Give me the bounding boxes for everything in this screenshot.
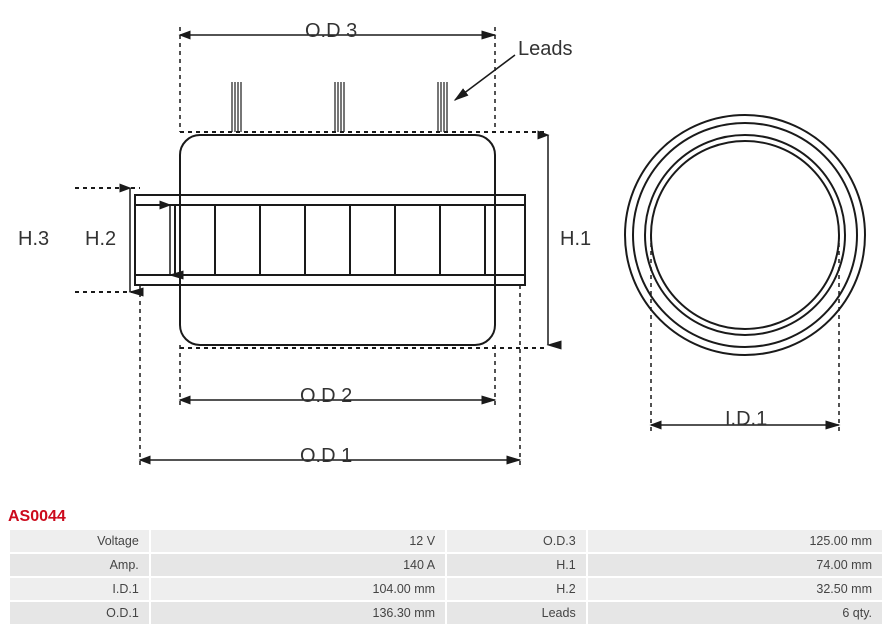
spec-value: 6 qty. bbox=[588, 602, 882, 624]
spec-row: Amp.140 AH.174.00 mm bbox=[10, 554, 882, 576]
part-code: AS0044 bbox=[8, 508, 66, 526]
spec-value: 32.50 mm bbox=[588, 578, 882, 600]
spec-value: 104.00 mm bbox=[151, 578, 445, 600]
front-view bbox=[75, 82, 548, 348]
spec-value: 74.00 mm bbox=[588, 554, 882, 576]
label-od1: O.D 1 bbox=[300, 445, 352, 468]
spec-key: O.D.3 bbox=[447, 530, 586, 552]
spec-key: O.D.1 bbox=[10, 602, 149, 624]
spec-key: Voltage bbox=[10, 530, 149, 552]
spec-value: 12 V bbox=[151, 530, 445, 552]
spec-row: Voltage12 VO.D.3125.00 mm bbox=[10, 530, 882, 552]
spec-row: I.D.1104.00 mmH.232.50 mm bbox=[10, 578, 882, 600]
spec-key: I.D.1 bbox=[10, 578, 149, 600]
spec-value: 140 A bbox=[151, 554, 445, 576]
label-h2: H.2 bbox=[85, 228, 116, 251]
label-id1: I.D.1 bbox=[725, 408, 767, 431]
spec-value: 136.30 mm bbox=[151, 602, 445, 624]
spec-key: H.2 bbox=[447, 578, 586, 600]
spec-row: O.D.1136.30 mmLeads6 qty. bbox=[10, 602, 882, 624]
spec-table: Voltage12 VO.D.3125.00 mmAmp.140 AH.174.… bbox=[8, 528, 884, 626]
spec-key: H.1 bbox=[447, 554, 586, 576]
spec-value: 125.00 mm bbox=[588, 530, 882, 552]
label-h3: H.3 bbox=[18, 228, 49, 251]
ring-view bbox=[625, 115, 865, 355]
spec-key: Amp. bbox=[10, 554, 149, 576]
label-leads: Leads bbox=[518, 38, 573, 61]
spec-key: Leads bbox=[447, 602, 586, 624]
label-od3: O.D 3 bbox=[305, 20, 357, 43]
technical-diagram: O.D 3 Leads H.1 H.2 H.3 O.D 2 O.D 1 I.D.… bbox=[0, 0, 892, 505]
label-h1: H.1 bbox=[560, 228, 591, 251]
label-od2: O.D 2 bbox=[300, 385, 352, 408]
